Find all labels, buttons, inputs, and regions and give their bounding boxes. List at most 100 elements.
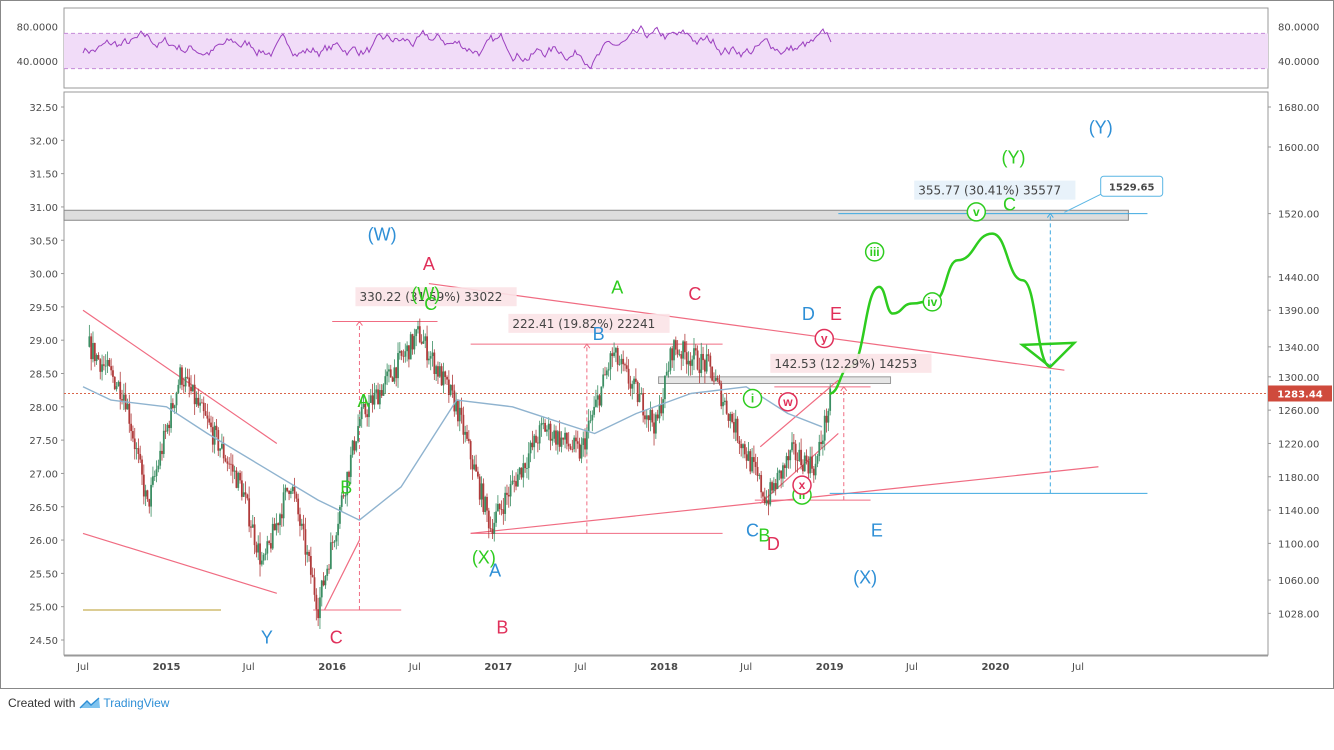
- footer: Created with TradingView: [8, 696, 169, 710]
- wave-label: (W): [368, 224, 397, 244]
- candle-body: [159, 450, 162, 466]
- candle-body: [126, 403, 129, 410]
- candle-body: [197, 397, 200, 406]
- wave-label: E: [830, 304, 842, 324]
- candle-body: [306, 551, 309, 555]
- candle-body: [293, 486, 296, 494]
- candle-body: [466, 431, 468, 439]
- candle-body: [620, 358, 623, 365]
- candle-body: [117, 381, 120, 387]
- price-tick-label-right: 1260.00: [1278, 406, 1319, 417]
- candle-body: [546, 429, 548, 432]
- candle-body: [707, 354, 710, 356]
- candle-body: [208, 418, 211, 423]
- candle-body: [602, 374, 605, 387]
- candle-body: [580, 444, 583, 459]
- candle-body: [480, 483, 483, 500]
- measurement-label-bg: [355, 287, 517, 307]
- candle-body: [573, 437, 576, 450]
- candle-body: [734, 418, 737, 433]
- candle-body: [506, 492, 508, 495]
- candle-body: [754, 461, 757, 467]
- tradingview-chart[interactable]: 80.0000 80.0000 40.0000 40.0000 32.50 32.00 31…: [0, 0, 1334, 690]
- current-price-badge: [1268, 385, 1332, 402]
- candle-body: [275, 523, 278, 531]
- candle-body: [742, 444, 744, 449]
- candle-body: [642, 393, 645, 416]
- candle-body: [142, 474, 145, 497]
- candle-body: [676, 349, 679, 355]
- candle-body: [564, 432, 566, 440]
- candle-body: [351, 440, 354, 455]
- candle-body: [562, 437, 565, 440]
- wave-label: B: [340, 477, 352, 497]
- candle-body: [413, 336, 416, 350]
- candle-body: [139, 453, 142, 460]
- candle-body: [282, 492, 285, 519]
- candle-body: [653, 422, 655, 434]
- candle-body: [560, 437, 563, 447]
- candle-body: [678, 354, 681, 356]
- candle-body: [268, 541, 271, 544]
- price-tick-label-right: 1060.00: [1278, 576, 1319, 587]
- wave-circle-label: [792, 475, 812, 495]
- candle-body: [228, 463, 231, 465]
- candle-body: [585, 431, 588, 450]
- candle-body: [654, 414, 657, 434]
- candle-body: [611, 353, 614, 356]
- measure-vertical-2019-arrow: [840, 385, 848, 392]
- candle-body: [687, 360, 690, 365]
- candle-body: [411, 334, 414, 350]
- candle-body: [493, 522, 496, 534]
- candle-body: [535, 435, 537, 443]
- tradingview-brand-link[interactable]: TradingView: [103, 696, 170, 710]
- candle-body: [556, 431, 559, 445]
- candle-body: [157, 465, 160, 470]
- candle-body: [787, 456, 790, 461]
- candle-body: [634, 378, 637, 382]
- candle-body: [418, 326, 421, 343]
- price-tick-label-right: 1140.00: [1278, 506, 1319, 517]
- candle-body: [122, 394, 125, 401]
- wave-label: (Y): [1002, 148, 1026, 168]
- candle-body: [625, 365, 628, 369]
- candle-body: [437, 366, 439, 377]
- candle-body: [507, 494, 510, 497]
- candle-body: [498, 503, 501, 509]
- candle-body: [215, 425, 218, 431]
- candle-body: [469, 441, 472, 460]
- candle-body: [772, 483, 775, 491]
- candle-body: [409, 334, 412, 360]
- candle-body: [329, 542, 332, 569]
- channel-lower: [759, 433, 839, 504]
- candle-body: [97, 355, 100, 360]
- price-tick-label-right: 1028.00: [1278, 609, 1319, 620]
- candle-body: [671, 348, 674, 361]
- candle-body: [237, 472, 240, 488]
- price-tick-label-left: 29.50: [29, 303, 58, 314]
- candle-body: [348, 471, 350, 477]
- candle-body: [513, 480, 516, 482]
- candle-body: [729, 413, 732, 421]
- candle-body: [587, 420, 590, 432]
- candle-body: [417, 326, 419, 330]
- candle-body: [542, 422, 545, 424]
- candle-body: [404, 351, 407, 357]
- candle-body: [553, 430, 556, 439]
- wave-label: C: [1003, 194, 1016, 214]
- candle-body: [230, 463, 232, 465]
- candle-body: [696, 350, 699, 370]
- candle-body: [600, 386, 603, 406]
- candle-body: [206, 415, 209, 419]
- candle-body: [776, 472, 779, 489]
- candle-body: [515, 481, 517, 487]
- candle-body: [475, 464, 477, 472]
- wave-circle-text: i: [751, 391, 754, 405]
- candle-body: [340, 495, 343, 507]
- candle-body: [500, 508, 503, 510]
- resistance-zone-small: [658, 376, 892, 384]
- price-tick-label-left: 27.50: [29, 436, 58, 447]
- candle-body: [482, 483, 485, 512]
- candle-body: [547, 423, 550, 430]
- candle-body: [722, 402, 724, 407]
